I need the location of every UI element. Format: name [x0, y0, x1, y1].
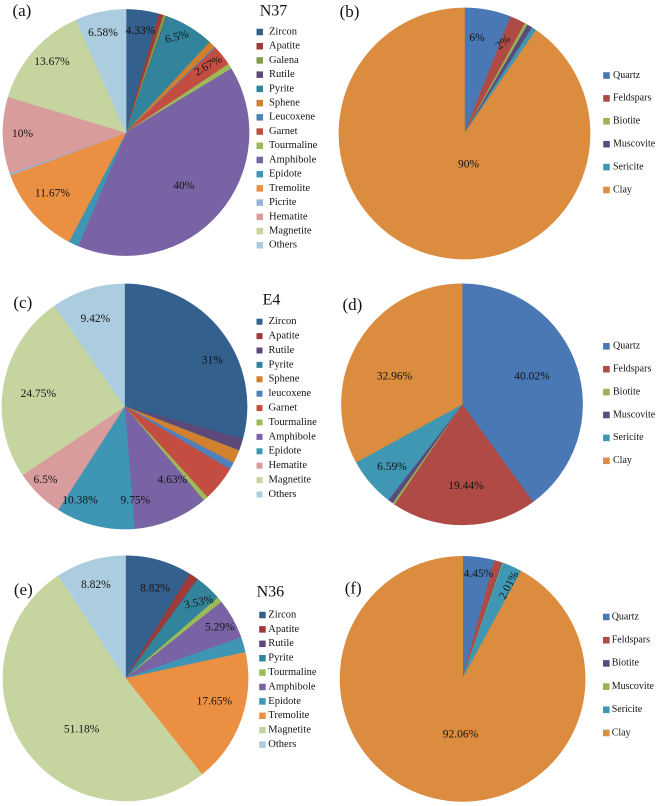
svg-text:Pyrite: Pyrite	[268, 653, 293, 664]
svg-text:40.02%: 40.02%	[514, 371, 550, 383]
svg-text:6.5%: 6.5%	[34, 474, 58, 486]
svg-text:Others: Others	[268, 739, 296, 750]
svg-text:8.82%: 8.82%	[81, 579, 111, 591]
svg-text:Picrite: Picrite	[269, 197, 297, 208]
svg-text:Epidote: Epidote	[268, 696, 301, 707]
svg-text:10.38%: 10.38%	[62, 494, 98, 506]
svg-text:Pyrite: Pyrite	[269, 359, 294, 370]
svg-text:4.33%: 4.33%	[126, 25, 156, 37]
svg-text:(b): (b)	[340, 2, 360, 21]
svg-text:Feldspars: Feldspars	[612, 634, 650, 645]
svg-text:Sphene: Sphene	[269, 98, 300, 109]
svg-text:Others: Others	[269, 240, 297, 251]
svg-text:4.45%: 4.45%	[464, 568, 494, 580]
svg-text:8.82%: 8.82%	[140, 583, 170, 595]
svg-text:Magnetite: Magnetite	[268, 725, 311, 736]
svg-text:Magnetite: Magnetite	[269, 475, 312, 486]
svg-text:Amphibole: Amphibole	[269, 431, 317, 442]
svg-text:6%: 6%	[469, 32, 485, 44]
svg-text:Garnet: Garnet	[269, 126, 298, 137]
svg-text:(c): (c)	[13, 293, 32, 312]
svg-text:Muscovite: Muscovite	[613, 138, 656, 149]
svg-text:32.96%: 32.96%	[377, 371, 413, 383]
svg-text:Rutile: Rutile	[269, 345, 295, 356]
svg-text:Epidote: Epidote	[269, 446, 302, 457]
svg-text:Sphene: Sphene	[269, 374, 300, 385]
svg-text:13.67%: 13.67%	[34, 56, 70, 68]
svg-text:Muscovite: Muscovite	[612, 681, 655, 692]
svg-text:Tourmaline: Tourmaline	[268, 667, 317, 678]
svg-text:6.59%: 6.59%	[377, 461, 407, 473]
svg-text:10%: 10%	[12, 128, 34, 140]
svg-text:24.75%: 24.75%	[21, 388, 57, 400]
svg-text:Hematite: Hematite	[269, 211, 308, 222]
svg-text:Apatite: Apatite	[268, 624, 299, 635]
svg-text:19.44%: 19.44%	[448, 480, 484, 492]
svg-text:Quartz: Quartz	[613, 70, 641, 81]
svg-text:Feldspars: Feldspars	[613, 93, 651, 104]
svg-text:(d): (d)	[342, 295, 362, 314]
svg-text:leucoxene: leucoxene	[269, 388, 312, 399]
svg-text:N37: N37	[260, 3, 288, 20]
svg-text:92.06%: 92.06%	[443, 728, 479, 740]
svg-text:Biotite: Biotite	[613, 116, 641, 127]
svg-text:Zircon: Zircon	[268, 609, 297, 620]
svg-text:(f): (f)	[345, 579, 362, 598]
svg-text:31%: 31%	[202, 354, 224, 366]
svg-text:17.65%: 17.65%	[197, 696, 233, 708]
svg-text:51.18%: 51.18%	[64, 724, 100, 736]
svg-text:Sericite: Sericite	[613, 432, 644, 443]
svg-text:Galena: Galena	[269, 55, 299, 66]
svg-text:Epidote: Epidote	[269, 169, 302, 180]
svg-text:(a): (a)	[12, 1, 31, 20]
svg-text:Quartz: Quartz	[613, 341, 641, 352]
svg-text:Amphibole: Amphibole	[268, 681, 316, 692]
svg-text:Tourmaline: Tourmaline	[269, 417, 318, 428]
svg-text:Zircon: Zircon	[269, 26, 298, 37]
svg-text:Hematite: Hematite	[269, 460, 308, 471]
svg-text:40%: 40%	[173, 180, 195, 192]
svg-text:E4: E4	[263, 291, 281, 308]
svg-text:Tourmaline: Tourmaline	[269, 140, 318, 151]
svg-text:Leucoxene: Leucoxene	[269, 112, 315, 123]
svg-text:Magnetite: Magnetite	[269, 225, 312, 236]
svg-text:Sericite: Sericite	[612, 704, 643, 715]
svg-text:9.42%: 9.42%	[80, 313, 110, 325]
svg-text:(e): (e)	[14, 580, 33, 599]
svg-text:90%: 90%	[458, 159, 480, 171]
svg-text:Feldspars: Feldspars	[613, 363, 651, 374]
svg-text:Quartz: Quartz	[612, 611, 640, 622]
svg-text:Clay: Clay	[612, 727, 631, 738]
svg-text:Clay: Clay	[613, 184, 632, 195]
svg-text:Clay: Clay	[613, 455, 632, 466]
svg-text:Tremolite: Tremolite	[268, 710, 309, 721]
svg-text:N36: N36	[257, 583, 285, 600]
svg-text:Muscovite: Muscovite	[613, 409, 656, 420]
svg-text:4.63%: 4.63%	[158, 474, 188, 486]
svg-text:Zircon: Zircon	[269, 316, 298, 327]
svg-text:Sericite: Sericite	[613, 161, 644, 172]
svg-text:Garnet: Garnet	[269, 403, 298, 414]
svg-text:Rutile: Rutile	[269, 69, 295, 80]
svg-text:6.58%: 6.58%	[88, 27, 118, 39]
svg-text:5.29%: 5.29%	[205, 622, 235, 634]
svg-text:11.67%: 11.67%	[35, 188, 70, 200]
svg-text:Apatite: Apatite	[269, 331, 300, 342]
svg-text:Biotite: Biotite	[613, 386, 641, 397]
svg-text:9.75%: 9.75%	[121, 494, 151, 506]
svg-text:Biotite: Biotite	[612, 658, 640, 669]
svg-text:Amphibole: Amphibole	[269, 154, 317, 165]
svg-text:Apatite: Apatite	[269, 41, 300, 52]
svg-text:Tremolite: Tremolite	[269, 183, 310, 194]
svg-text:Pyrite: Pyrite	[269, 83, 294, 94]
svg-text:Others: Others	[269, 489, 297, 500]
svg-text:Rutile: Rutile	[268, 638, 294, 649]
